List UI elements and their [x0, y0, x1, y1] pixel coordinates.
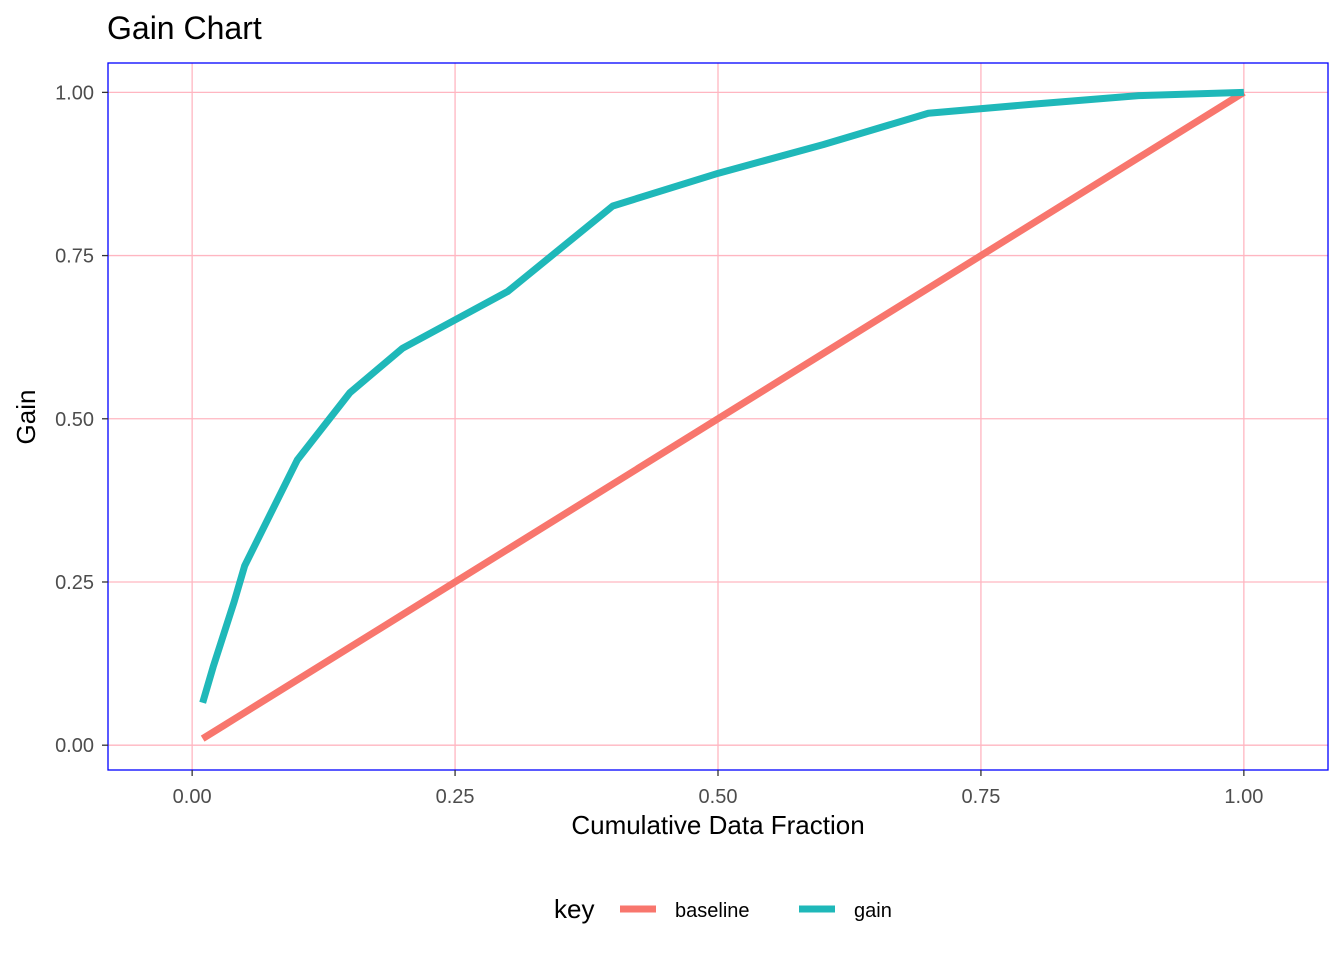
y-tick-label-3: 0.75 — [55, 246, 94, 268]
chart-title: Gain Chart — [107, 10, 262, 46]
y-tick-label-2: 0.50 — [55, 409, 94, 431]
x-tick-label-4: 1.00 — [1224, 786, 1263, 808]
legend: key baseline gain — [554, 894, 892, 924]
y-tick-label-0: 0.00 — [55, 735, 94, 757]
y-tick-label-1: 0.25 — [55, 572, 94, 594]
series-line-gain — [199, 88, 1244, 704]
y-axis-title: Gain — [11, 390, 41, 445]
x-tick-label-0: 0.00 — [173, 786, 212, 808]
x-axis-title: Cumulative Data Fraction — [571, 810, 864, 840]
x-tick-label-2: 0.50 — [699, 786, 738, 808]
y-tick-label-4: 1.00 — [55, 82, 94, 104]
x-tick-label-3: 0.75 — [961, 786, 1000, 808]
legend-title: key — [554, 894, 594, 924]
x-tick-label-1: 0.25 — [436, 786, 475, 808]
legend-label-baseline: baseline — [675, 900, 750, 922]
legend-label-gain: gain — [854, 900, 892, 922]
series-line-baseline — [200, 89, 1246, 742]
axis-ticks: 0.00 0.25 0.50 0.75 1.00 0.00 0.25 0.50 0.75 1.00 — [55, 82, 1263, 808]
series-lines — [199, 88, 1246, 742]
